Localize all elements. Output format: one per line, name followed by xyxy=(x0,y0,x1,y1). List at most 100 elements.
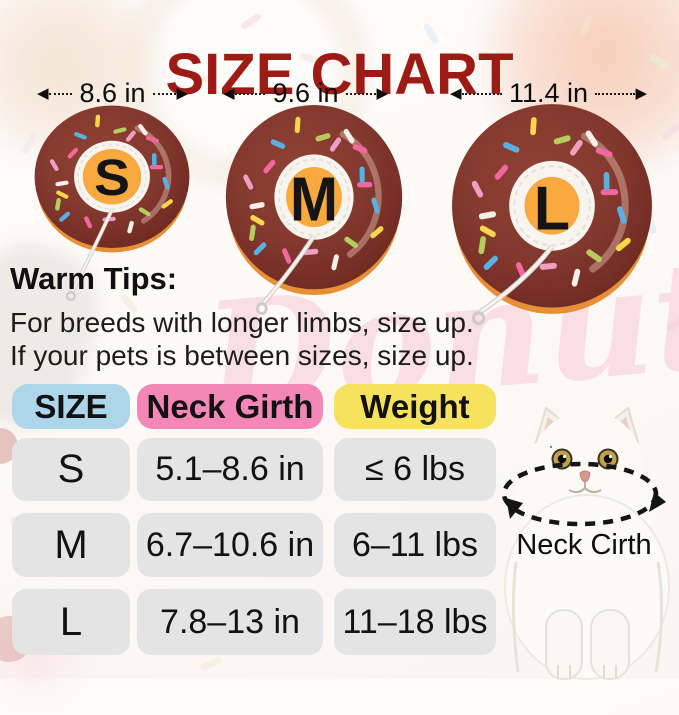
sprinkle xyxy=(600,189,619,196)
sprinkle xyxy=(352,144,368,154)
sprinkle xyxy=(243,174,254,190)
table-cell-neck-girth-s: 5.1–8.6 in xyxy=(137,438,323,501)
cat-nose xyxy=(579,470,591,483)
arrow-right-icon: ▶ xyxy=(635,84,647,102)
donut-svg: M xyxy=(225,104,403,315)
sprinkle xyxy=(56,190,69,199)
sprinkle xyxy=(370,226,384,239)
sprinkle xyxy=(329,137,342,152)
cat-eye-glint xyxy=(562,454,567,459)
table-cell-size-m: M xyxy=(12,513,130,577)
cat-fur-spot xyxy=(549,445,553,449)
table-cell-neck-girth-m: 6.7–10.6 in xyxy=(137,513,323,577)
sprinkle xyxy=(95,114,101,128)
sprinkle xyxy=(371,197,380,214)
sprinkle xyxy=(471,180,484,198)
donut-center-pad xyxy=(286,167,342,228)
sprinkle xyxy=(49,159,59,171)
sprinkle xyxy=(84,216,93,229)
donut-collar-size-l: L xyxy=(450,102,654,326)
warm-tips-line-2: If your pets is between sizes, size up. xyxy=(10,340,474,371)
sprinkle xyxy=(479,225,496,238)
bg-sprinkle xyxy=(665,314,679,333)
dotted-line xyxy=(48,92,73,95)
dotted-line xyxy=(345,92,377,95)
sprinkle xyxy=(270,139,286,150)
measure-arrowhead-right-icon xyxy=(649,492,666,512)
measurement-arrow-s: ◀ 8.6 in ▶ xyxy=(37,78,188,108)
sprinkle xyxy=(55,180,69,187)
table-cell-weight-l: 11–18 lbs xyxy=(334,589,496,655)
donut-collar-size-m: M xyxy=(224,103,404,315)
table-cell-weight-m: 6–11 lbs xyxy=(334,513,496,577)
bg-sprinkle xyxy=(578,13,594,38)
donut-size-letter: S xyxy=(94,150,130,206)
arrow-left-icon: ◀ xyxy=(450,84,462,102)
donut-center-pad xyxy=(82,149,142,205)
sprinkle xyxy=(483,255,498,270)
cat-toes xyxy=(557,665,617,679)
table-cell-neck-girth-l: 7.8–13 in xyxy=(137,589,323,655)
sprinkle xyxy=(294,116,301,134)
sprinkle xyxy=(138,207,151,217)
cat-eye-glint xyxy=(608,454,613,459)
cat-mouth xyxy=(568,482,602,494)
sprinkle xyxy=(161,199,173,209)
dotted-line xyxy=(234,92,266,95)
bg-sprinkle xyxy=(660,121,679,142)
dotted-line xyxy=(595,92,636,95)
sprinkle xyxy=(478,211,497,220)
measurement-arrow-m: ◀ 9.6 in ▶ xyxy=(223,77,388,108)
table-cell-weight-s: ≤ 6 lbs xyxy=(334,438,496,501)
sprinkle xyxy=(530,117,537,136)
warm-tips-line-1: For breeds with longer limbs, size up. xyxy=(10,307,474,338)
sprinkle xyxy=(127,220,134,234)
cat-paw-left xyxy=(545,609,583,680)
drawstring-toggle xyxy=(471,311,486,326)
table-cell-size-l: L xyxy=(12,589,130,655)
sprinkle xyxy=(249,202,265,210)
sprinkle xyxy=(615,237,631,252)
sprinkle xyxy=(357,181,373,188)
sprinkle xyxy=(617,206,627,224)
sprinkle xyxy=(359,166,365,183)
measure-arrowhead-left-icon xyxy=(506,498,523,519)
donut-svg: S xyxy=(34,105,190,301)
sprinkle xyxy=(149,165,164,170)
dotted-line xyxy=(152,92,177,95)
arrow-left-icon: ◀ xyxy=(223,84,235,102)
sprinkle xyxy=(539,262,557,270)
sprinkle xyxy=(55,198,61,211)
sprinkle xyxy=(282,248,292,264)
measurement-label-m: 9.6 in xyxy=(272,77,339,108)
sprinkle xyxy=(263,159,276,174)
sprinkle xyxy=(315,133,331,142)
sprinkle xyxy=(586,249,602,263)
warm-tips-heading: Warm Tips: xyxy=(10,261,178,296)
donut-collar-size-s: S xyxy=(33,104,191,301)
bg-sprinkle xyxy=(199,655,223,672)
sprinkle xyxy=(59,211,71,222)
sprinkle xyxy=(253,242,267,256)
drawstring-cord-highlight xyxy=(479,245,554,313)
table-header-weight: Weight xyxy=(334,384,496,429)
sprinkle xyxy=(343,128,355,144)
sprinkle xyxy=(603,171,610,191)
drawstring-cord-highlight xyxy=(262,235,315,304)
table-cell-size-s: S xyxy=(12,438,130,501)
arrow-right-icon: ▶ xyxy=(376,84,388,102)
donut-center-pad xyxy=(524,176,580,235)
sprinkle xyxy=(331,254,339,271)
donut-inner-scallop xyxy=(278,158,350,236)
bg-sprinkle xyxy=(239,12,263,31)
donut-size-letter: L xyxy=(534,173,570,243)
arrow-right-icon: ▶ xyxy=(176,84,188,102)
page-title: SIZE CHART xyxy=(165,41,514,107)
dotted-line xyxy=(461,92,502,95)
sprinkle xyxy=(162,177,170,190)
neck-girth-caption: Neck Cirth xyxy=(516,529,652,561)
sprinkle xyxy=(151,153,157,166)
donut-size-letter: M xyxy=(290,164,338,233)
table-header-size: SIZE xyxy=(12,384,130,429)
sprinkle xyxy=(571,268,581,287)
